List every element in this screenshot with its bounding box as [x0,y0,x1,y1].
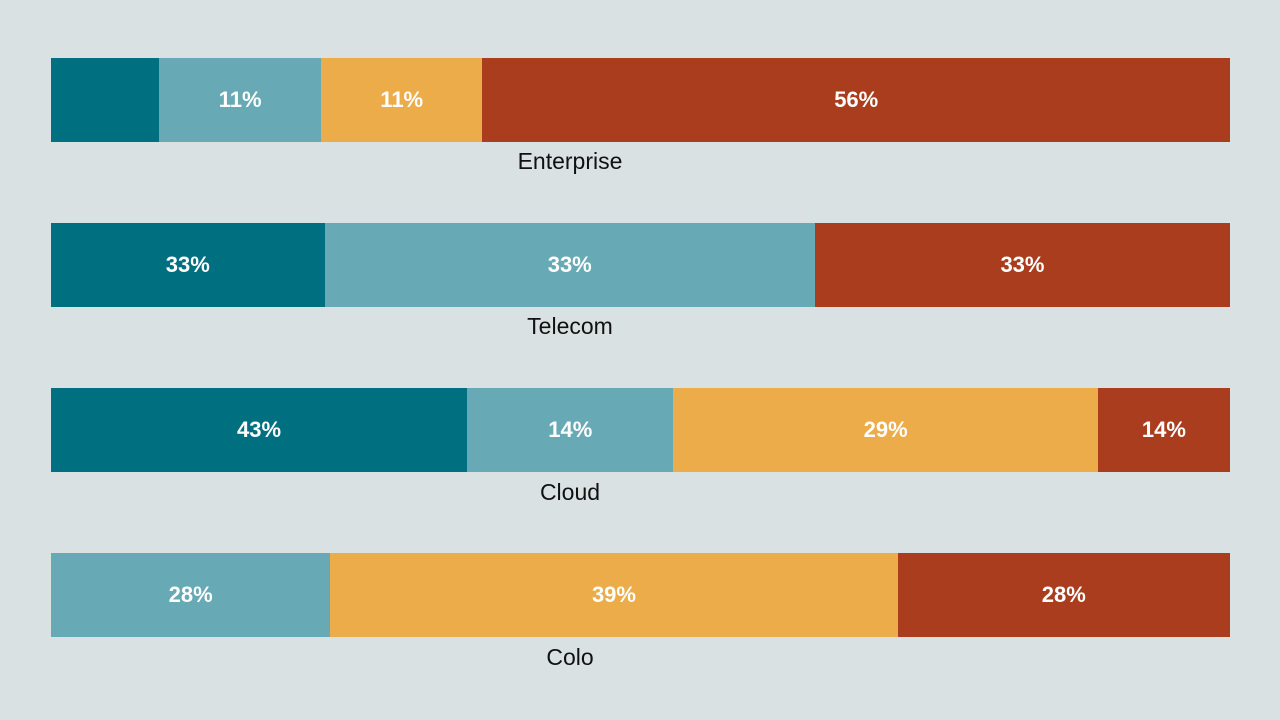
category-label: Colo [546,644,594,670]
data-label: 28% [1041,582,1086,607]
data-label: 43% [237,417,282,442]
data-label: 14% [1141,417,1186,442]
category-label: Cloud [539,479,601,505]
bar-segment: 56% [482,58,1230,142]
data-label: 33% [165,252,210,277]
data-label: 11% [218,87,262,112]
bar-segment: 39% [330,553,898,637]
bar-segment: 28% [51,553,331,637]
data-label: 33% [1000,252,1045,277]
data-label: 14% [548,417,593,442]
category-label: Telecom [527,313,613,339]
data-label: 39% [591,582,636,607]
data-label: 29% [863,417,908,442]
bar-segment: 14% [467,388,674,472]
bar-segment [51,58,160,142]
bar-enterprise: 11% 11% 56% [51,58,1230,142]
data-label: 56% [834,87,879,112]
bar-telecom: 33% 33% 33% [51,223,1230,307]
bar-segment: 33% [51,223,325,307]
bar-segment: 33% [324,223,815,307]
bar-segment: 11% [320,58,483,142]
bar-segment: 33% [814,223,1230,307]
data-label: 11% [380,87,424,112]
category-label: Enterprise [517,148,623,174]
bar-cloud: 43% 14% 29% 14% [51,388,1230,472]
data-label: 33% [547,252,592,277]
bar-segment: 29% [673,388,1098,472]
bar-segment: 11% [159,58,321,142]
bar-colo: 28% 39% 28% [51,553,1230,637]
data-label: 28% [168,582,213,607]
bar-segment: 14% [1097,388,1230,472]
bar-segment: 28% [897,553,1230,637]
bar-segment: 43% [51,388,468,472]
